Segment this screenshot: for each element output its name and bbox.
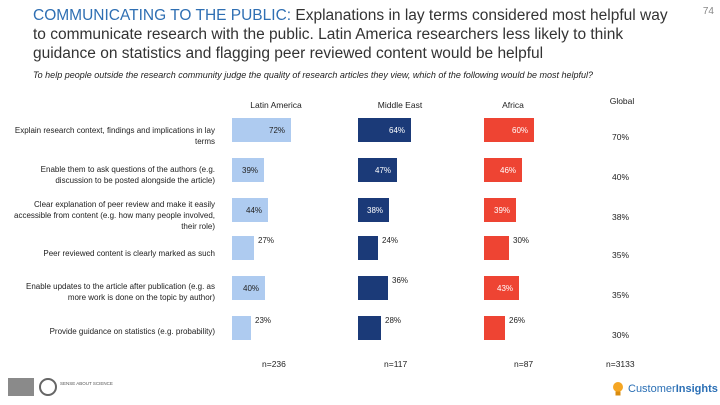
- bar: [232, 118, 291, 142]
- bar-value-label: 36%: [392, 276, 409, 285]
- bar-value-label: 39%: [494, 206, 511, 215]
- bar-value-label: 39%: [242, 166, 259, 175]
- customer-insights-logo: CustomerInsights: [612, 378, 718, 400]
- bar-value-label: 64%: [389, 126, 406, 135]
- customer-insights-text: CustomerInsights: [628, 383, 718, 395]
- bar-value-label: 26%: [509, 316, 526, 325]
- page-title: COMMUNICATING TO THE PUBLIC: Explanation…: [33, 6, 683, 63]
- bar: [484, 158, 522, 182]
- sense-logo-text: SENSE ABOUT SCIENCE: [60, 381, 113, 386]
- bar-value-label: 24%: [382, 236, 399, 245]
- sample-size-label: n=87: [514, 359, 534, 369]
- global-value: 70%: [612, 132, 630, 142]
- bar-value-label: 46%: [500, 166, 517, 175]
- bar: [358, 118, 411, 142]
- bar: [484, 236, 509, 260]
- bar-value-label: 47%: [375, 166, 392, 175]
- bar: [358, 316, 381, 340]
- bar: [358, 236, 378, 260]
- title-highlight: COMMUNICATING TO THE PUBLIC:: [33, 7, 292, 24]
- bar-value-label: 44%: [246, 206, 263, 215]
- category-label: Explain research context, findings and i…: [14, 126, 215, 146]
- bar-value-label: 27%: [258, 236, 275, 245]
- bar: [232, 316, 251, 340]
- category-label: Enable updates to the article after publ…: [25, 282, 215, 302]
- bar: [358, 158, 397, 182]
- bar: [232, 198, 268, 222]
- question-subtitle: To help people outside the research comm…: [33, 70, 593, 80]
- sample-size-label: n=236: [262, 359, 286, 369]
- category-label: Enable them to ask questions of the auth…: [40, 165, 215, 185]
- bar: [484, 198, 516, 222]
- sense-about-science-logo: SENSE ABOUT SCIENCE: [8, 378, 113, 396]
- global-value: 35%: [612, 290, 630, 300]
- global-header: Global: [609, 96, 635, 106]
- bar-value-label: 60%: [512, 126, 529, 135]
- bar: [232, 236, 254, 260]
- bar-value-label: 43%: [497, 284, 514, 293]
- bar: [484, 316, 505, 340]
- global-value: 35%: [612, 250, 630, 260]
- bar-value-label: 28%: [385, 316, 402, 325]
- bar: [484, 118, 534, 142]
- sample-size-label: n=3133: [606, 359, 635, 369]
- bar: [484, 276, 519, 300]
- series-header-2: Africa: [502, 100, 524, 110]
- bar-value-label: 72%: [269, 126, 286, 135]
- category-label: Peer reviewed content is clearly marked …: [43, 249, 215, 258]
- bar-value-label: 40%: [243, 284, 260, 293]
- sample-size-label: n=117: [384, 359, 408, 369]
- bar-value-label: 30%: [513, 236, 530, 245]
- lightbulb-icon: [613, 382, 623, 396]
- title-text: Explanations in lay terms considered mos…: [33, 7, 668, 62]
- bar: [232, 158, 264, 182]
- page-number: 74: [702, 6, 714, 17]
- global-value: 30%: [612, 330, 630, 340]
- bar-value-label: 38%: [367, 206, 384, 215]
- bar-value-label: 23%: [255, 316, 272, 325]
- bar: [358, 276, 388, 300]
- global-value: 38%: [612, 212, 630, 222]
- series-header-1: Middle East: [377, 100, 423, 110]
- bar: [358, 198, 389, 222]
- global-value: 40%: [612, 172, 630, 182]
- category-label: Clear explanation of peer review and mak…: [14, 200, 215, 231]
- category-label: Provide guidance on statistics (e.g. pro…: [49, 327, 215, 336]
- bar: [232, 276, 265, 300]
- series-header-0: Latin America: [250, 100, 302, 110]
